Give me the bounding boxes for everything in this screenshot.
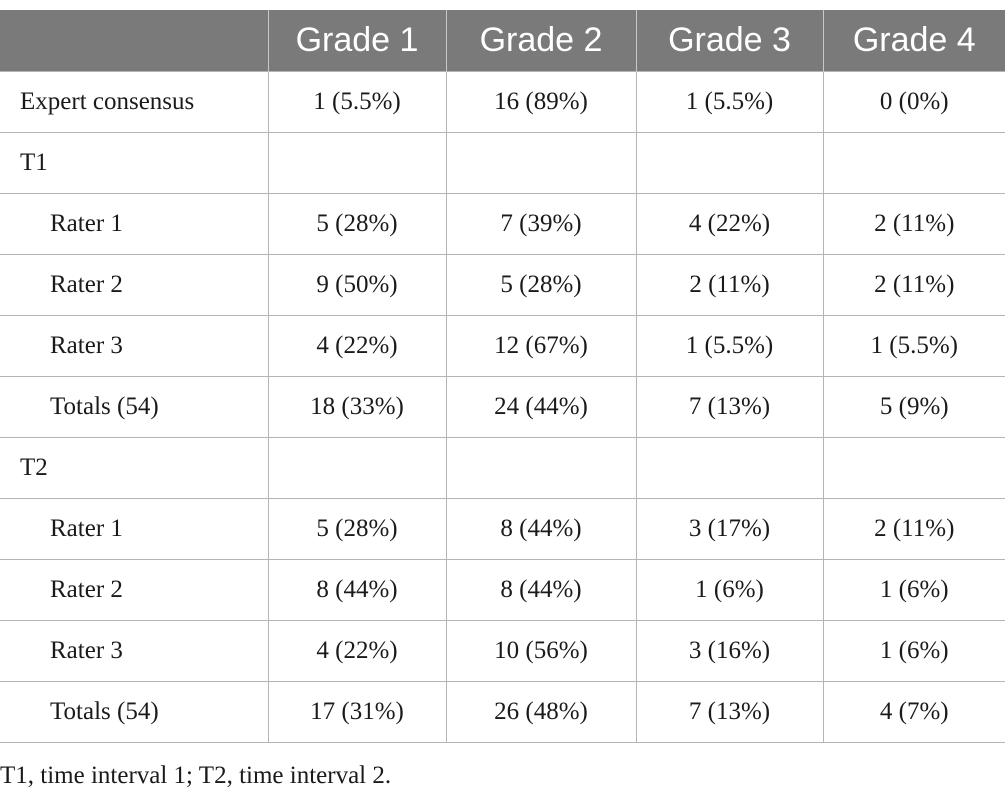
table-footnote: T1, time interval 1; T2, time interval 2… — [0, 762, 392, 789]
cell-grade-2: 16 (89%) — [446, 71, 637, 133]
cell-grade-3: 3 (16%) — [636, 620, 824, 682]
header-corner — [0, 10, 269, 72]
cell-grade-2 — [446, 132, 637, 194]
cell-grade-4: 2 (11%) — [823, 193, 1005, 255]
cell-grade-1: 18 (33%) — [268, 376, 447, 438]
header-grade-2: Grade 2 — [446, 10, 637, 72]
cell-grade-4: 1 (5.5%) — [823, 315, 1005, 377]
cell-grade-4: 2 (11%) — [823, 498, 1005, 560]
cell-grade-1: 4 (22%) — [268, 620, 447, 682]
cell-grade-4: 5 (9%) — [823, 376, 1005, 438]
cell-grade-1 — [268, 132, 447, 194]
cell-grade-2: 8 (44%) — [446, 498, 637, 560]
cell-grade-2: 26 (48%) — [446, 681, 637, 743]
cell-grade-3 — [636, 437, 824, 499]
cell-grade-1: 4 (22%) — [268, 315, 447, 377]
cell-grade-3: 1 (5.5%) — [636, 315, 824, 377]
row-label: Rater 1 — [0, 498, 269, 560]
cell-grade-2 — [446, 437, 637, 499]
row-label: Rater 3 — [0, 315, 269, 377]
cell-grade-3: 4 (22%) — [636, 193, 824, 255]
cell-grade-4: 0 (0%) — [823, 71, 1005, 133]
cell-grade-1 — [268, 437, 447, 499]
table-row: T2 — [0, 437, 1005, 499]
header-grade-1: Grade 1 — [268, 10, 447, 72]
cell-grade-2: 24 (44%) — [446, 376, 637, 438]
cell-grade-1: 1 (5.5%) — [268, 71, 447, 133]
cell-grade-3: 2 (11%) — [636, 254, 824, 316]
cell-grade-3: 1 (6%) — [636, 559, 824, 621]
cell-grade-2: 8 (44%) — [446, 559, 637, 621]
table-header: Grade 1 Grade 2 Grade 3 Grade 4 — [0, 10, 1005, 72]
cell-grade-3: 3 (17%) — [636, 498, 824, 560]
table-body: Expert consensus 1 (5.5%) 16 (89%) 1 (5.5%)… — [0, 71, 1005, 743]
row-label: Totals (54) — [0, 376, 269, 438]
row-label: Rater 2 — [0, 254, 269, 316]
table-row: Totals (54) 18 (33%) 24 (44%) 7 (13%) 5 (9%) — [0, 376, 1005, 438]
cell-grade-4 — [823, 132, 1005, 194]
cell-grade-2: 12 (67%) — [446, 315, 637, 377]
cell-grade-3: 1 (5.5%) — [636, 71, 824, 133]
cell-grade-3 — [636, 132, 824, 194]
cell-grade-4 — [823, 437, 1005, 499]
cell-grade-3: 7 (13%) — [636, 376, 824, 438]
table-row: Totals (54) 17 (31%) 26 (48%) 7 (13%) 4 (7%) — [0, 681, 1005, 743]
cell-grade-1: 5 (28%) — [268, 193, 447, 255]
cell-grade-4: 1 (6%) — [823, 559, 1005, 621]
table-row: Expert consensus 1 (5.5%) 16 (89%) 1 (5.5%)… — [0, 71, 1005, 133]
row-label: Rater 2 — [0, 559, 269, 621]
cell-grade-2: 7 (39%) — [446, 193, 637, 255]
cell-grade-1: 9 (50%) — [268, 254, 447, 316]
cell-grade-2: 10 (56%) — [446, 620, 637, 682]
grade-distribution-table: Grade 1 Grade 2 Grade 3 Grade 4 Expert c… — [0, 10, 1005, 743]
row-label: T2 — [0, 437, 269, 499]
cell-grade-4: 2 (11%) — [823, 254, 1005, 316]
row-label: Rater 1 — [0, 193, 269, 255]
cell-grade-3: 7 (13%) — [636, 681, 824, 743]
cell-grade-1: 5 (28%) — [268, 498, 447, 560]
cell-grade-2: 5 (28%) — [446, 254, 637, 316]
row-label: T1 — [0, 132, 269, 194]
cell-grade-4: 1 (6%) — [823, 620, 1005, 682]
row-label: Totals (54) — [0, 681, 269, 743]
cell-grade-1: 17 (31%) — [268, 681, 447, 743]
row-label: Rater 3 — [0, 620, 269, 682]
cell-grade-1: 8 (44%) — [268, 559, 447, 621]
header-grade-3: Grade 3 — [636, 10, 824, 72]
row-label: Expert consensus — [0, 71, 269, 133]
cell-grade-4: 4 (7%) — [823, 681, 1005, 743]
header-grade-4: Grade 4 — [823, 10, 1005, 72]
table-row: T1 — [0, 132, 1005, 194]
header-row: Grade 1 Grade 2 Grade 3 Grade 4 — [0, 10, 1005, 72]
